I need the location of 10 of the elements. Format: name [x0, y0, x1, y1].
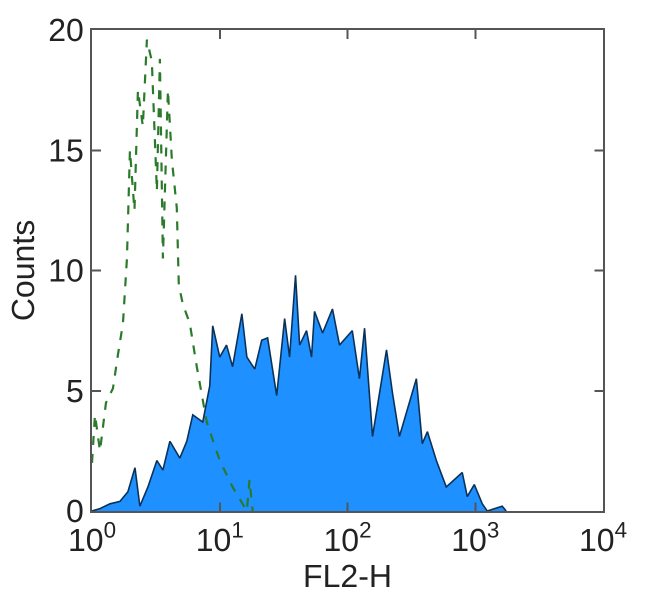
x-tick-label: 10$^{3}$ — [451, 518, 500, 558]
x-axis-title: FL2-H — [303, 558, 392, 594]
y-tick-label: 20 — [48, 12, 84, 48]
x-tick-label: 10$^{4}$ — [578, 518, 628, 558]
x-tick-label: 10$^{1}$ — [196, 518, 244, 558]
x-tick-label: 10$^{2}$ — [323, 518, 372, 558]
y-tick-label: 5 — [66, 372, 84, 409]
y-tick-label: 15 — [48, 132, 84, 168]
y-tick-label: 10 — [48, 252, 84, 289]
y-axis-title: Counts — [5, 220, 42, 322]
